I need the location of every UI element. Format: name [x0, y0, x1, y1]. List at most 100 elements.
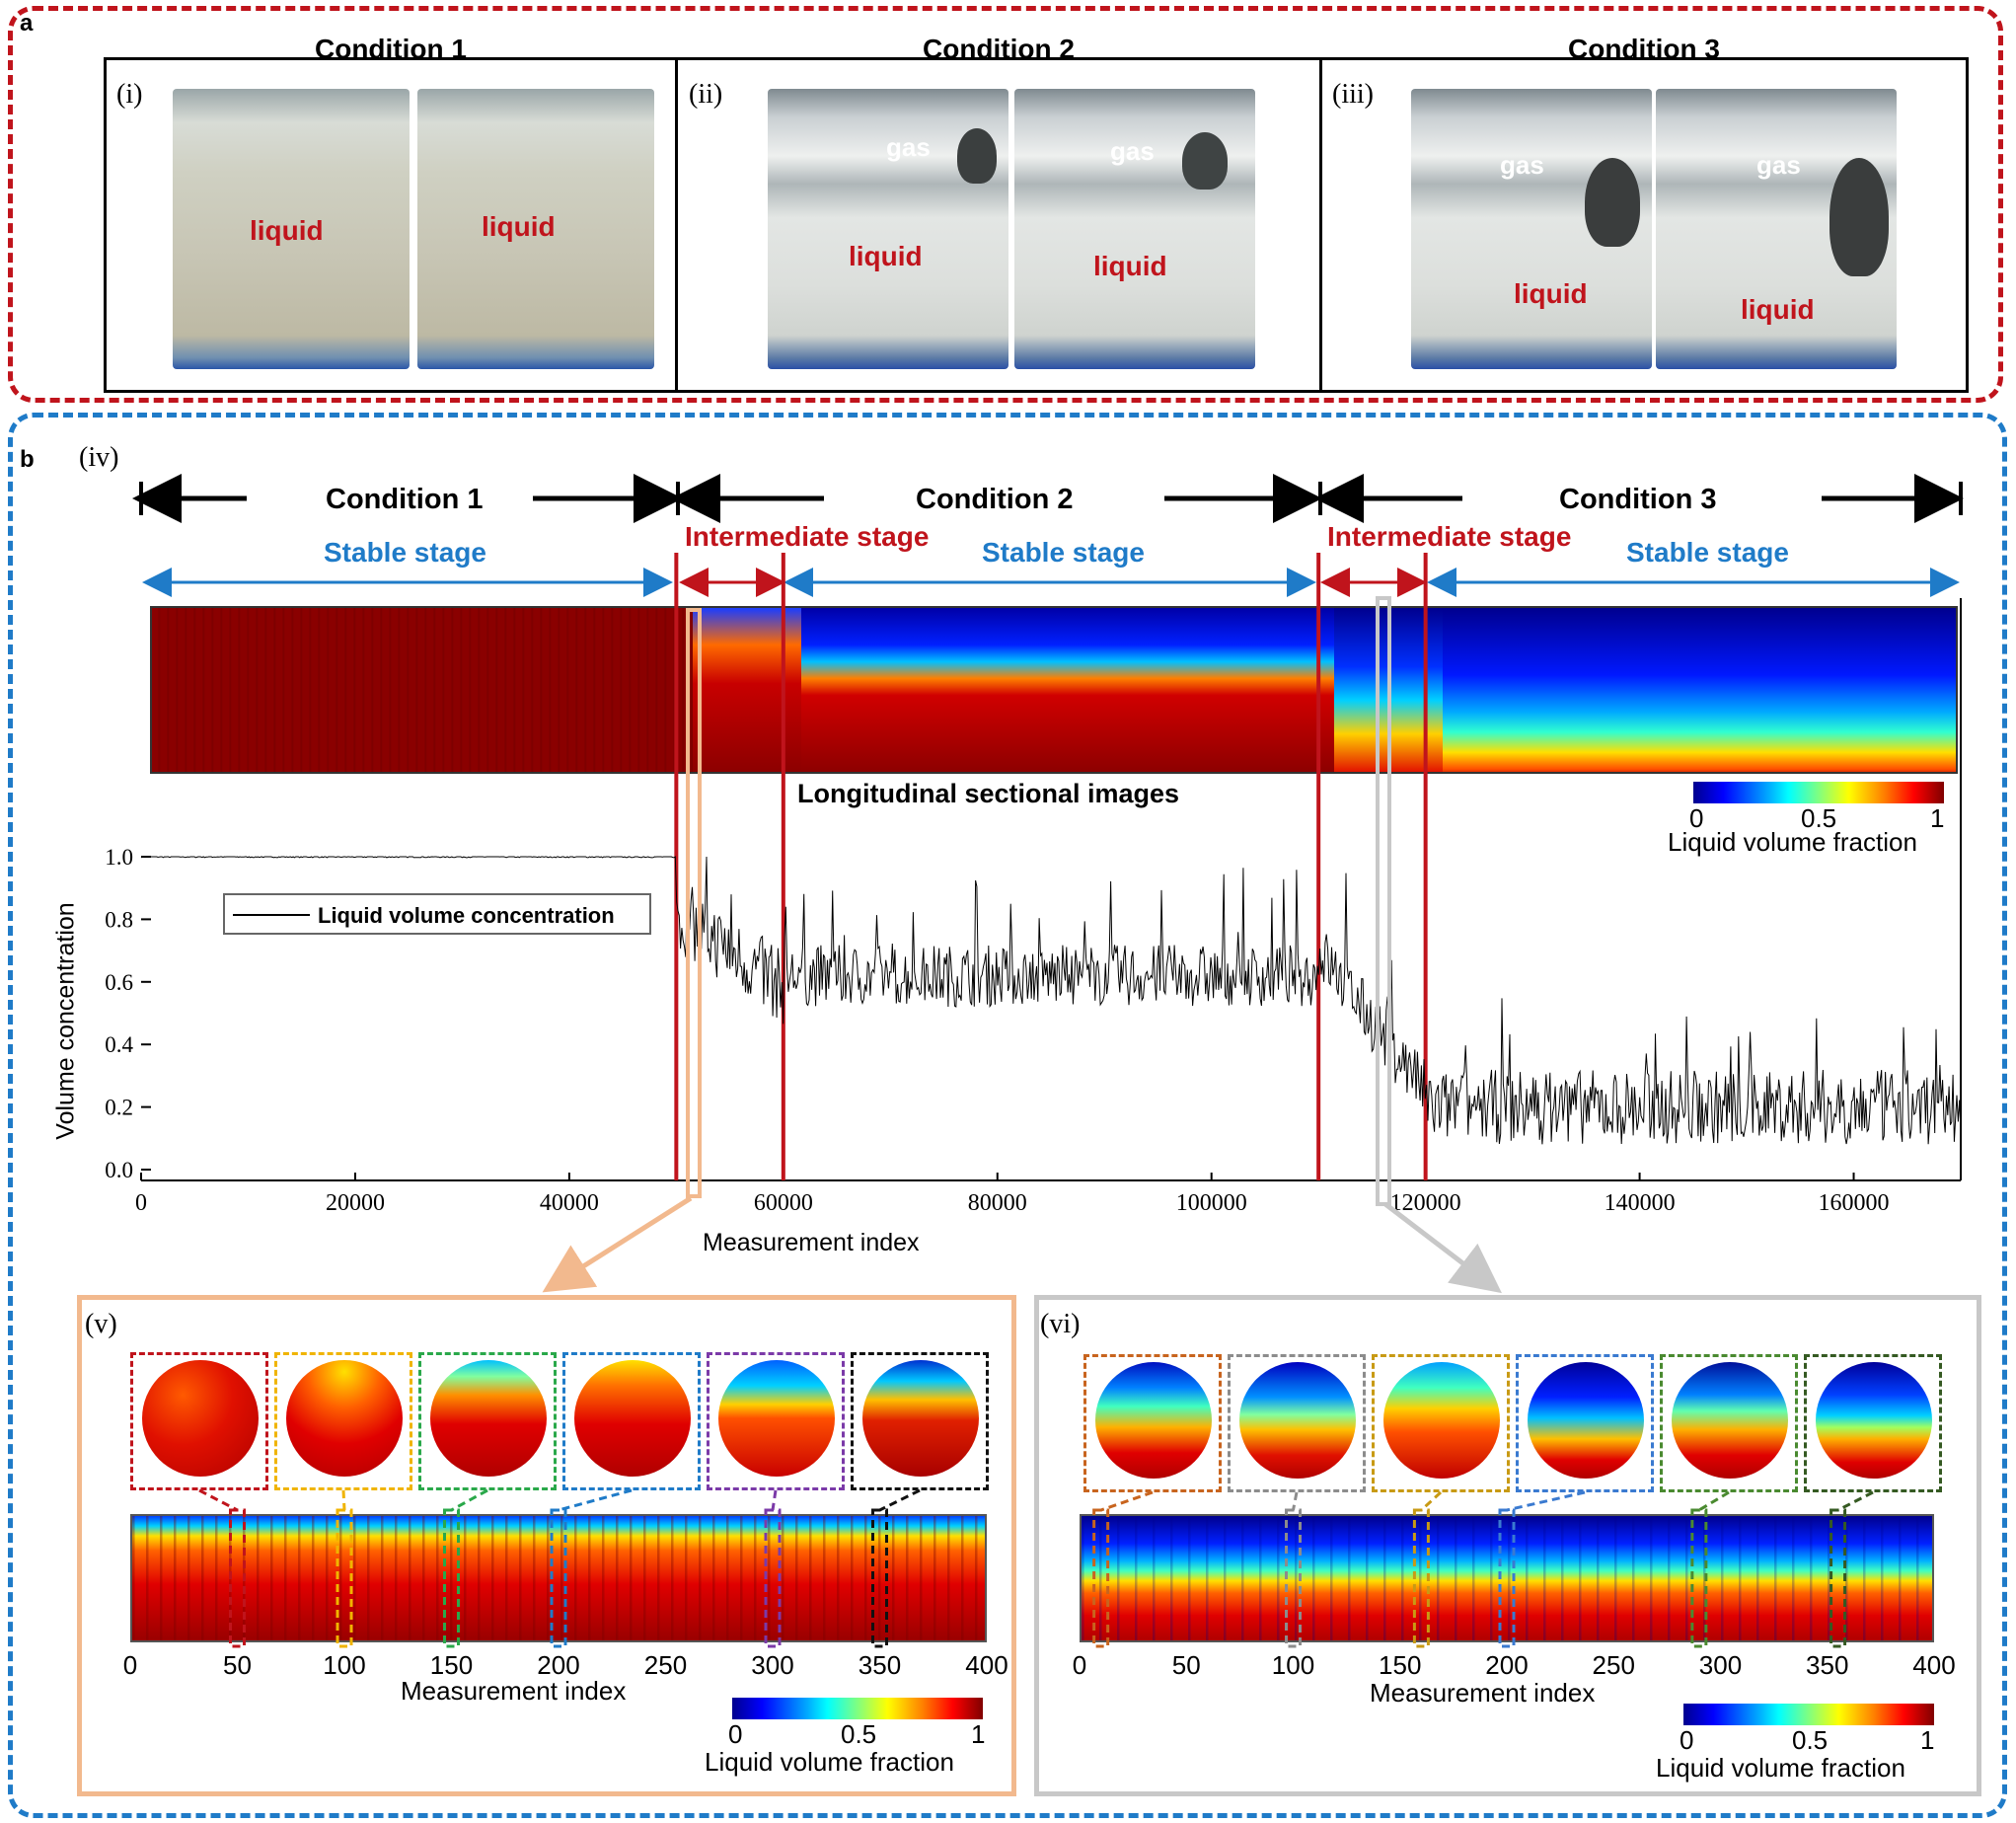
cross-section-disc — [1095, 1362, 1212, 1479]
condition-3-header: Condition 3 — [1559, 484, 1717, 515]
cross-section-box — [1372, 1354, 1510, 1492]
condition-1-header: Condition 1 — [326, 484, 484, 515]
x-tick-label: 120000 — [1390, 1190, 1461, 1216]
legend-line-swatch — [233, 914, 310, 916]
intermediate-stage-label-2: Intermediate stage — [1327, 521, 1572, 552]
panel-vi-x-label: Measurement index — [1370, 1678, 1596, 1708]
highlight-link — [1292, 1491, 1299, 1511]
condition-2-header: Condition 2 — [916, 484, 1074, 515]
x-tick-label: 0 — [1072, 1650, 1087, 1680]
roman-vi: (vi) — [1040, 1309, 1081, 1339]
liquid-label: liquid — [1514, 278, 1588, 309]
chart-legend: Liquid volume concentration — [223, 893, 651, 935]
panel-vi-colorbar-max: 1 — [1920, 1725, 1935, 1755]
panel-v-colorbar-mid: 0.5 — [841, 1719, 877, 1749]
zoom-arrow-v — [542, 1195, 693, 1293]
highlight-marker — [1829, 1508, 1847, 1648]
highlight-marker — [1412, 1508, 1430, 1648]
bubble-shape — [957, 128, 997, 184]
heatmap-condition-1 — [152, 608, 693, 772]
cross-section-disc — [1383, 1362, 1500, 1479]
x-tick-label: 400 — [1912, 1650, 1956, 1680]
panel-b-frame — [8, 413, 2007, 1818]
highlight-link — [450, 1488, 488, 1512]
roman-i: (i) — [116, 79, 143, 110]
x-tick-label: 100 — [1271, 1650, 1315, 1680]
panel-vi-colorbar — [1683, 1704, 1934, 1725]
stable-stage-label-3: Stable stage — [1626, 537, 1789, 568]
x-tick-label: 100 — [323, 1650, 366, 1680]
cross-section-box — [707, 1352, 845, 1490]
main-x-axis-label: Measurement index — [703, 1229, 920, 1256]
zoom-region-vi — [1376, 596, 1391, 1206]
panel-vi-colorbar-mid: 0.5 — [1792, 1725, 1829, 1755]
x-tick-label: 300 — [751, 1650, 794, 1680]
x-tick-label: 100000 — [1176, 1190, 1247, 1216]
cross-section-box — [1228, 1354, 1366, 1492]
cross-section-box — [1804, 1354, 1942, 1492]
x-tick-label: 350 — [1806, 1650, 1849, 1680]
cross-section-disc — [1239, 1362, 1356, 1479]
highlight-link — [1506, 1490, 1586, 1512]
panel-v-x-label: Measurement index — [401, 1676, 627, 1706]
panel-b-label: b — [20, 446, 35, 473]
heatmap-condition-2 — [801, 608, 1334, 772]
gas-label: gas — [1110, 136, 1155, 166]
cross-section-disc — [1672, 1362, 1788, 1479]
highlight-link — [1420, 1490, 1443, 1512]
intermediate-stage-label-1: Intermediate stage — [685, 521, 930, 552]
highlight-link — [878, 1488, 921, 1512]
photo-condition-3-a: gas liquid — [1411, 89, 1652, 369]
photo-condition-3-b: gas liquid — [1656, 89, 1897, 369]
x-tick-label: 200 — [1485, 1650, 1529, 1680]
photo-condition-1-b: liquid — [417, 89, 654, 369]
y-tick-label: 0.2 — [105, 1096, 133, 1120]
x-tick-label: 250 — [1592, 1650, 1635, 1680]
highlight-marker — [1092, 1508, 1110, 1648]
panel-v-frame — [77, 1295, 1016, 1796]
highlight-link — [1100, 1490, 1154, 1512]
heatmap-texture — [132, 1516, 985, 1640]
x-tick-label: 250 — [643, 1650, 688, 1680]
x-tick-label: 150 — [1379, 1650, 1422, 1680]
panel-vi-colorbar-min: 0 — [1680, 1725, 1694, 1755]
photo-condition-2-b: gas liquid — [1014, 89, 1255, 369]
y-tick-label: 0.4 — [105, 1032, 133, 1057]
condition-1-title: Condition 1 — [315, 34, 467, 64]
cross-section-disc — [1528, 1362, 1644, 1479]
x-tick-label: 160000 — [1819, 1190, 1890, 1216]
highlight-marker — [1285, 1508, 1302, 1648]
highlight-link — [771, 1489, 778, 1511]
bubble-shape — [1182, 132, 1228, 190]
liquid-label: liquid — [1093, 251, 1167, 281]
cross-section-box — [418, 1352, 557, 1490]
x-tick-label: 60000 — [754, 1190, 813, 1216]
cross-section-box — [274, 1352, 412, 1490]
x-tick-label: 80000 — [968, 1190, 1027, 1216]
cross-section-box — [1660, 1354, 1798, 1492]
x-tick-label: 50 — [1171, 1650, 1201, 1680]
y-tick-label: 0.8 — [105, 907, 133, 932]
bubble-shape — [1829, 158, 1889, 276]
zoom-region-v — [686, 608, 702, 1198]
panel-a-label: a — [20, 10, 34, 37]
highlight-link — [198, 1488, 239, 1512]
x-tick-label: 350 — [858, 1650, 902, 1680]
highlight-marker — [550, 1508, 567, 1648]
cross-section-box — [1083, 1354, 1222, 1492]
liquid-label: liquid — [482, 211, 556, 242]
cross-section-disc — [286, 1360, 403, 1477]
cross-section-disc — [574, 1360, 691, 1477]
series-liquid-volume-concentration — [140, 856, 1962, 1145]
panel-v-colorbar-min: 0 — [728, 1719, 743, 1749]
gas-label: gas — [1756, 150, 1801, 180]
x-tick-label: 150 — [429, 1650, 474, 1680]
roman-iv: (iv) — [79, 442, 119, 473]
condition-3-box — [1319, 57, 1969, 393]
highlight-link — [341, 1489, 346, 1511]
x-tick-label: 300 — [1698, 1650, 1743, 1680]
